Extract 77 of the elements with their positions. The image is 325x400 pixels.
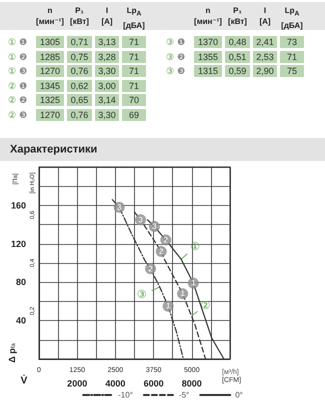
- data-label: 1270: [36, 108, 64, 120]
- data-label: 1370: [194, 36, 222, 48]
- text: 2: [159, 246, 164, 256]
- data-label: 0,75: [67, 50, 92, 62]
- legend-label: -10°: [118, 390, 133, 400]
- annotation: ②: [200, 300, 211, 312]
- text: V̇: [20, 374, 28, 386]
- y-tick-label: 80: [16, 277, 26, 288]
- data-label: 3,30: [95, 65, 119, 77]
- data-label: 70: [122, 94, 146, 106]
- data-label: 0,48: [225, 36, 250, 48]
- data-label: 2,53: [253, 50, 277, 62]
- data-label: 2,41: [253, 36, 277, 48]
- legend-label: 0°: [235, 390, 243, 400]
- series-label: ① ❸: [8, 66, 28, 76]
- data-label: 3,28: [95, 50, 119, 62]
- data-label: 71: [280, 50, 304, 62]
- series-label: ③ ❶: [166, 37, 186, 47]
- series-label: 3: [152, 222, 158, 232]
- data-label: 1270: [36, 65, 64, 77]
- data-label: 1305: [36, 36, 64, 48]
- data-label: 0,76: [67, 108, 92, 120]
- data-label: 0,59: [225, 65, 250, 77]
- data-label: 1345: [36, 80, 64, 92]
- data-label: 71: [122, 50, 146, 62]
- y-tick-label: 160: [10, 200, 26, 210]
- category-label: n [мин⁻¹]: [36, 5, 64, 27]
- data-label: 0,51: [225, 50, 250, 62]
- annotation: ③: [136, 289, 147, 301]
- text: 3: [116, 202, 122, 212]
- data-label: 3,14: [95, 94, 119, 106]
- text: 2: [164, 235, 168, 244]
- data-label: 73: [280, 36, 304, 48]
- data-label: 1315: [194, 65, 222, 77]
- category-label: P₁ [кВт]: [69, 5, 90, 27]
- category-label: I [A]: [100, 5, 114, 27]
- category-label: P₁ [кВт]: [228, 6, 247, 26]
- data-label: 75: [280, 65, 304, 77]
- data-label: 71: [122, 80, 146, 92]
- data-label: 0,71: [67, 36, 92, 48]
- series-label: 1: [191, 278, 196, 288]
- data-label: 1285: [36, 50, 64, 62]
- data-label: 0,62: [67, 80, 92, 92]
- data-label: 69: [122, 108, 146, 120]
- series-label: ③ ❷: [166, 52, 186, 62]
- category-label: I [A]: [259, 6, 271, 26]
- x2-tick-label: 4000: [105, 378, 126, 388]
- series-label: ① ❶: [8, 37, 28, 47]
- data-label: 71: [122, 65, 146, 77]
- data-label: 0,76: [67, 65, 92, 77]
- data-label: 71: [122, 36, 146, 48]
- text: 1: [180, 289, 185, 298]
- y-tick-label: 120: [10, 238, 26, 249]
- legend-label: -5°: [178, 390, 190, 400]
- data-label: 3,13: [95, 36, 119, 48]
- y-tick-label: 40: [16, 316, 26, 326]
- text: 3: [138, 215, 143, 224]
- text: 1: [166, 302, 170, 311]
- data-label: 2,90: [253, 65, 277, 77]
- x2-tick-label: 6000: [144, 378, 164, 388]
- x2-tick-label: 2000: [67, 378, 88, 388]
- series-label: 2: [148, 264, 154, 274]
- data-label: 0,65: [67, 94, 92, 106]
- data-label: 3,00: [95, 80, 119, 92]
- series-label: ② ❷: [8, 95, 28, 105]
- data-label: 1355: [194, 50, 222, 62]
- category-label: Lp$_{A}$ [дБА]: [281, 6, 303, 30]
- series-label: ② ❶: [8, 80, 28, 90]
- series-label: ② ❸: [8, 110, 28, 120]
- series-label: ① ❷: [8, 52, 28, 62]
- category-label: n [мин⁻¹]: [194, 6, 222, 26]
- data-label: 1325: [36, 94, 64, 106]
- series-label: ③ ❸: [166, 66, 186, 76]
- chart-title: Характеристики: [10, 144, 98, 156]
- data-label: 3,30: [95, 108, 119, 120]
- category-label: Lp$_{A}$ [дБА]: [122, 5, 146, 31]
- x2-tick-label: 8000: [182, 378, 202, 388]
